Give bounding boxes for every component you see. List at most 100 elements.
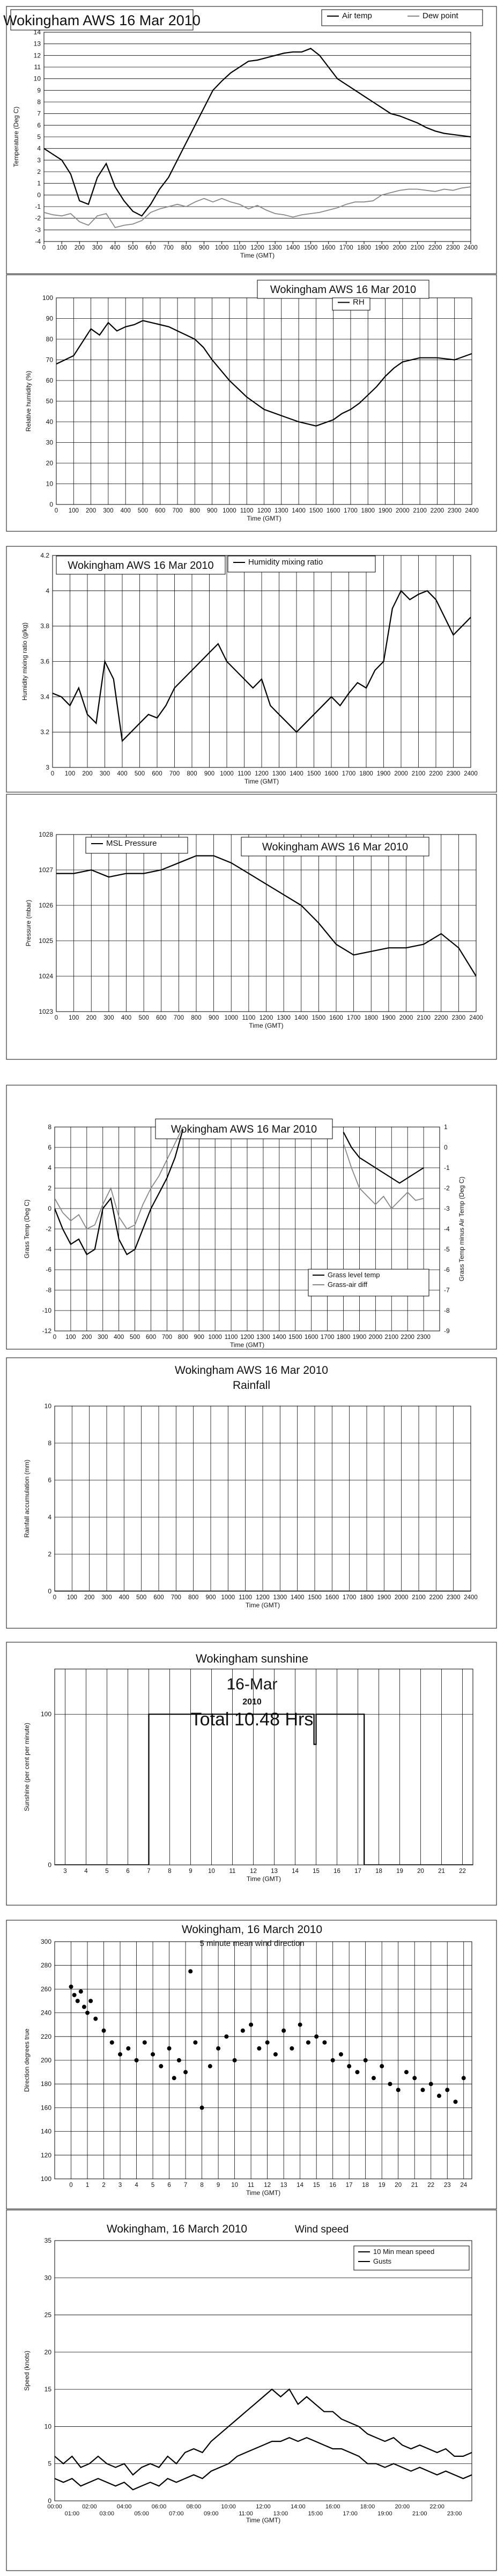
x-tick-label: 1100 (240, 508, 254, 514)
series-line-data (55, 1714, 473, 1865)
x-tick-label: 700 (169, 771, 180, 777)
scatter-point (101, 2028, 106, 2033)
x-tick-label: 1000 (223, 508, 236, 514)
x-tick-label: 13 (271, 1868, 278, 1875)
x-tick-label: 1100 (233, 245, 246, 251)
x-tick-label: 900 (209, 1015, 219, 1021)
y-tick-label: 10 (46, 480, 54, 488)
scatter-point (298, 2022, 302, 2027)
x-tick-label: 1900 (382, 1015, 396, 1021)
series-line-grass-air-diff (55, 1127, 184, 1230)
x-tick-label: 22 (427, 2182, 434, 2189)
x-tick-label: 1500 (288, 1334, 302, 1341)
x-tick-label: 100 (69, 1015, 79, 1021)
scatter-point (453, 2099, 458, 2104)
x-tick-label: 400 (119, 1594, 129, 1601)
scatter-point (81, 2004, 86, 2009)
x-tick-label: 2200 (429, 1594, 443, 1601)
scatter-point (159, 2064, 164, 2069)
x-tick-label: 600 (146, 1334, 156, 1341)
x-tick-label: 1300 (277, 1015, 291, 1021)
chart-title: Wokingham sunshine (196, 1652, 308, 1665)
x-tick-label: 18 (362, 2182, 369, 2189)
x-tick-label: 3 (63, 1868, 66, 1875)
series-line-grass-level-temp (55, 1129, 184, 1256)
y2-tick-label: -6 (444, 1266, 450, 1274)
scatter-point (436, 2094, 441, 2098)
chart-panel-9: 0 5 10 15 20 25 30 35 00:00 02:00 04:00 06:00 08:00 1… (6, 2209, 497, 2571)
x-tick-label: 0 (51, 771, 54, 777)
chart-title: Wokingham AWS 16 Mar 2010 (262, 841, 408, 853)
x-tick-label: 1800 (359, 771, 373, 777)
scatter-point (461, 2076, 466, 2081)
y-tick-label: -2 (35, 215, 41, 222)
x-axis-label: Time (GMT) (244, 778, 279, 785)
y-tick-label: 280 (41, 1962, 51, 1969)
x-axis-label: Time (GMT) (230, 1341, 264, 1349)
y-tick-label: 10 (45, 1402, 52, 1410)
scatter-point (188, 1969, 193, 1974)
legend-box (321, 9, 483, 26)
scatter-point (257, 2046, 262, 2051)
x-tick-label: 23:00 (447, 2511, 462, 2517)
x-tick-label: 2000 (395, 1594, 409, 1601)
y-tick-label: 300 (41, 1938, 51, 1945)
x-tick-label: 10 (208, 1868, 215, 1875)
x-tick-label: 100 (65, 771, 75, 777)
legend-label: Air temp (342, 11, 372, 20)
x-tick-label: 2100 (412, 1594, 426, 1601)
x-tick-label: 17 (354, 1868, 361, 1875)
x-tick-label: 1200 (240, 1334, 254, 1341)
y-tick-label: 3.8 (40, 623, 49, 630)
y-tick-label: 50 (46, 398, 54, 405)
x-tick-label: 2100 (411, 245, 425, 251)
x-tick-label: 13:00 (273, 2511, 288, 2517)
x-tick-label: 1600 (329, 1015, 343, 1021)
x-tick-label: 500 (128, 245, 138, 251)
scatter-point (265, 2040, 270, 2045)
x-tick-label: 400 (117, 771, 127, 777)
x-tick-label: 11 (229, 1868, 236, 1875)
x-tick-label: 2200 (401, 1334, 414, 1341)
y-tick-label: 2 (48, 1550, 51, 1558)
y-tick-label: 4 (37, 145, 41, 152)
x-tick-label: 11 (248, 2182, 254, 2189)
scatter-point (193, 2040, 198, 2045)
scatter-point (78, 1989, 83, 1994)
y-tick-label: -6 (46, 1266, 51, 1274)
scatter-point (232, 2058, 237, 2062)
chart-subtitle: Rainfall (233, 1379, 270, 1392)
y-tick-label: -3 (35, 226, 41, 233)
x-tick-label: 200 (75, 245, 85, 251)
x-tick-label: 20:00 (395, 2504, 410, 2510)
scatter-point (273, 2052, 278, 2057)
x-tick-label: 300 (103, 1015, 114, 1021)
x-tick-label: 1500 (304, 245, 318, 251)
y-axis-label: Temperature (Deg C) (12, 107, 20, 167)
x-tick-label: 12:00 (256, 2504, 271, 2510)
x-tick-label: 12 (250, 1868, 257, 1875)
x-tick-label: 2300 (448, 508, 462, 514)
y-axis-label: Humidity mixing ratio (g/kg) (21, 623, 28, 700)
chart-title: Wokingham AWS 16 Mar 2010 (175, 1364, 328, 1377)
x-tick-label: 22 (459, 1868, 466, 1875)
x-tick-label: 500 (139, 1015, 149, 1021)
legend-label: Grass level temp (328, 1271, 380, 1279)
scatter-point (380, 2064, 384, 2069)
scatter-point (167, 2046, 172, 2051)
chart-title: Wokingham AWS 16 Mar 2010 (68, 560, 213, 572)
x-tick-label: 800 (190, 508, 200, 514)
x-tick-label: 800 (181, 245, 191, 251)
scatter-point (363, 2058, 368, 2062)
x-tick-label: 06:00 (152, 2504, 167, 2510)
scatter-point (388, 2082, 392, 2087)
y-tick-label: 3 (46, 764, 49, 771)
x-axis-label: Time (GMT) (246, 1601, 280, 1609)
x-tick-label: 1600 (324, 771, 338, 777)
y-tick-label: 11 (34, 63, 41, 71)
x-tick-label: 1700 (321, 1334, 335, 1341)
y-tick-label: -2 (46, 1225, 51, 1233)
y-axis-label: Sunshine (per cent per minute) (23, 1723, 31, 1811)
scatter-point (355, 2070, 360, 2075)
